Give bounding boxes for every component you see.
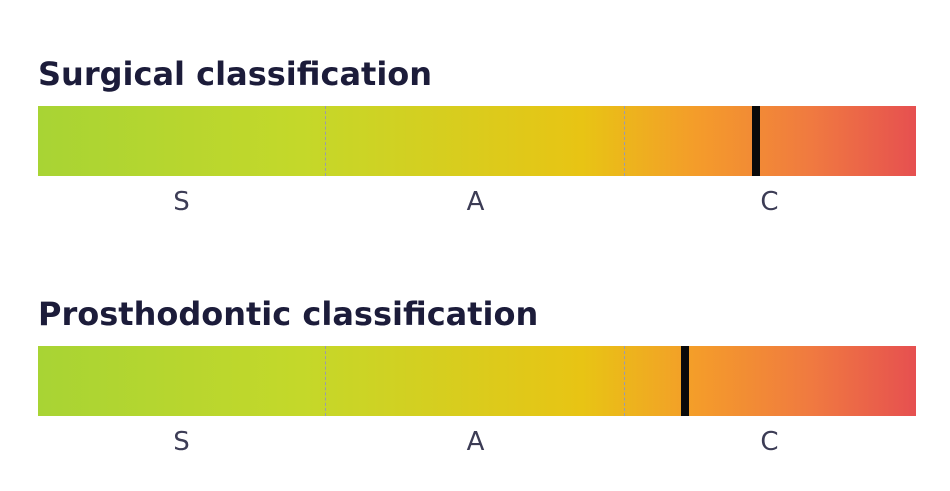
class-label-c: C (760, 427, 780, 457)
prosthodontic-classification-marker (680, 346, 689, 416)
surgical-classification-bar (38, 106, 916, 176)
prosthodontic-classification-bar (38, 346, 916, 416)
surgical-classification-section: Surgical classification S A C (38, 50, 916, 224)
class-label-s: S (173, 187, 191, 217)
prosthodontic-classification-section: Prosthodontic classification S A C (38, 290, 916, 464)
surgical-classification-labels: S A C (38, 184, 916, 224)
class-label-c: C (760, 187, 780, 217)
surgical-classification-marker (752, 106, 761, 176)
class-label-a: A (466, 427, 486, 457)
prosthodontic-classification-labels: S A C (38, 424, 916, 464)
surgical-classification-title: Surgical classification (38, 55, 433, 93)
class-label-s: S (173, 427, 191, 457)
a-c-divider (624, 106, 625, 176)
class-label-a: A (466, 187, 486, 217)
s-a-divider (325, 346, 326, 416)
a-c-divider (624, 346, 625, 416)
prosthodontic-classification-title: Prosthodontic classification (38, 295, 539, 333)
s-a-divider (325, 106, 326, 176)
